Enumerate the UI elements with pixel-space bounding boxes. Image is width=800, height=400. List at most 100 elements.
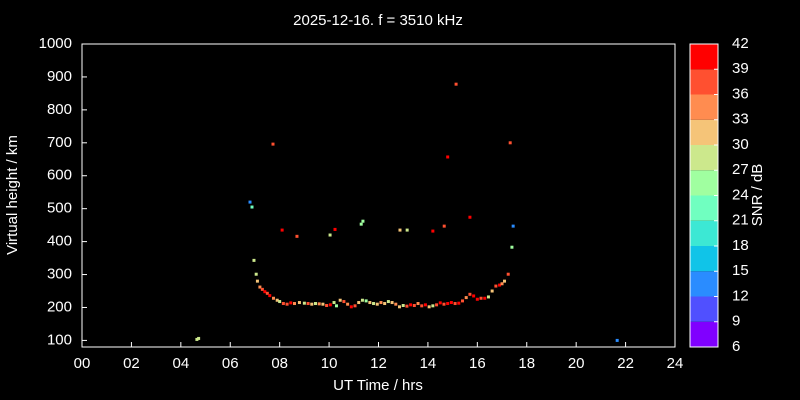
x-tick-label: 20: [568, 355, 585, 372]
point: [457, 301, 461, 305]
colorbar-tick-label: 18: [732, 237, 749, 254]
point: [449, 301, 453, 305]
point: [361, 219, 365, 223]
point: [334, 304, 338, 308]
point: [328, 233, 332, 237]
point: [446, 302, 450, 306]
colorbar-tick-label: 42: [732, 35, 749, 52]
point: [285, 302, 289, 306]
point: [360, 298, 364, 302]
point: [248, 200, 252, 204]
chart-title: 2025-12-16. f = 3510 kHz: [293, 12, 463, 29]
point: [475, 297, 479, 301]
colorbar-tick-label: 24: [732, 186, 749, 203]
y-tick-label: 200: [47, 298, 72, 315]
point: [317, 302, 321, 306]
point: [479, 296, 483, 300]
y-tick-label: 800: [47, 101, 72, 118]
colorbar-label: SNR / dB: [749, 164, 766, 227]
colorbar-tick-label: 9: [732, 313, 740, 330]
x-tick-label: 22: [617, 355, 634, 372]
point: [490, 289, 494, 293]
colorbar-cell: [690, 145, 718, 171]
point: [379, 301, 383, 305]
point: [468, 215, 472, 219]
point: [431, 304, 435, 308]
point: [302, 301, 306, 305]
point: [442, 302, 446, 306]
point: [349, 305, 353, 309]
colorbar-cell: [690, 94, 718, 120]
colorbar-tick-label: 15: [732, 262, 749, 279]
point: [409, 303, 413, 307]
point: [295, 234, 299, 238]
point: [306, 302, 310, 306]
x-tick-label: 14: [420, 355, 437, 372]
point: [398, 228, 402, 232]
point: [401, 304, 405, 308]
point: [372, 302, 376, 306]
point: [254, 272, 258, 276]
point: [442, 224, 446, 228]
colorbar-cell: [690, 170, 718, 196]
point: [332, 301, 336, 305]
point: [260, 287, 264, 291]
x-tick-label: 24: [667, 355, 684, 372]
point: [390, 301, 394, 305]
point: [271, 142, 275, 146]
point: [310, 302, 314, 306]
y-tick-label: 300: [47, 266, 72, 283]
colorbar-cell: [690, 246, 718, 272]
point: [271, 296, 275, 300]
point: [280, 228, 284, 232]
point: [328, 303, 332, 307]
point: [506, 272, 510, 276]
point: [472, 294, 476, 298]
y-tick-label: 1000: [39, 35, 72, 52]
colorbar-tick-label: 12: [732, 287, 749, 304]
point: [265, 291, 269, 295]
point: [353, 304, 357, 308]
point: [250, 205, 254, 209]
colorbar-cell: [690, 69, 718, 95]
point: [364, 299, 368, 303]
point: [289, 301, 293, 305]
point: [338, 298, 342, 302]
point: [281, 302, 285, 306]
point: [255, 279, 259, 283]
x-tick-label: 16: [469, 355, 486, 372]
point: [297, 301, 301, 305]
point: [454, 82, 458, 86]
point: [321, 302, 325, 306]
point: [503, 279, 507, 283]
point: [275, 298, 279, 302]
x-axis-label: UT Time / hrs: [333, 377, 423, 394]
colorbar-cell: [690, 296, 718, 322]
point: [498, 283, 502, 287]
colorbar-cell: [690, 220, 718, 246]
colorbar-tick-label: 27: [732, 161, 749, 178]
point: [438, 301, 442, 305]
point: [412, 304, 416, 308]
point: [278, 300, 282, 304]
point: [357, 301, 361, 305]
point: [375, 302, 379, 306]
y-tick-label: 700: [47, 134, 72, 151]
point: [615, 338, 619, 342]
point: [431, 229, 435, 233]
colorbar-cell: [690, 321, 718, 347]
plot-frame: [81, 43, 676, 348]
x-tick-label: 10: [321, 355, 338, 372]
colorbar-tick-label: 36: [732, 85, 749, 102]
point: [435, 303, 439, 307]
point: [195, 337, 199, 341]
y-tick-label: 500: [47, 200, 72, 217]
x-tick-label: 00: [74, 355, 91, 372]
colorbar-cell: [690, 195, 718, 221]
point: [405, 228, 409, 232]
point: [368, 301, 372, 305]
y-tick-label: 900: [47, 68, 72, 85]
point: [416, 302, 420, 306]
point: [252, 258, 256, 262]
